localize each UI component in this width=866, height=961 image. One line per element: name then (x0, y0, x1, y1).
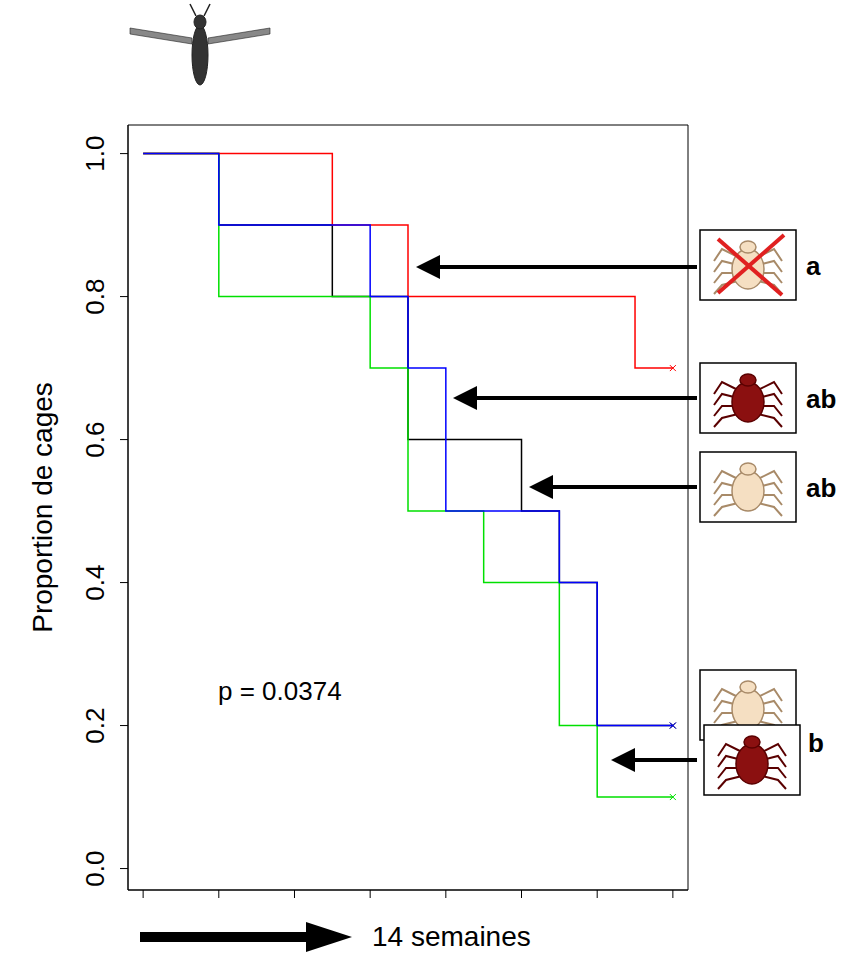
svg-text:p = 0.0374: p = 0.0374 (218, 676, 342, 706)
svg-text:0.8: 0.8 (80, 279, 110, 315)
svg-text:ab: ab (806, 473, 836, 503)
svg-text:14 semaines: 14 semaines (372, 921, 531, 952)
svg-text:1.0: 1.0 (80, 136, 110, 172)
svg-text:a: a (806, 251, 821, 281)
svg-text:0.2: 0.2 (80, 707, 110, 743)
svg-text:0.6: 0.6 (80, 422, 110, 458)
svg-text:ab: ab (806, 384, 836, 414)
svg-text:Proportion de cages: Proportion de cages (27, 382, 58, 633)
svg-text:0.4: 0.4 (80, 564, 110, 600)
svg-text:0.0: 0.0 (80, 850, 110, 886)
svg-text:b: b (808, 728, 824, 758)
